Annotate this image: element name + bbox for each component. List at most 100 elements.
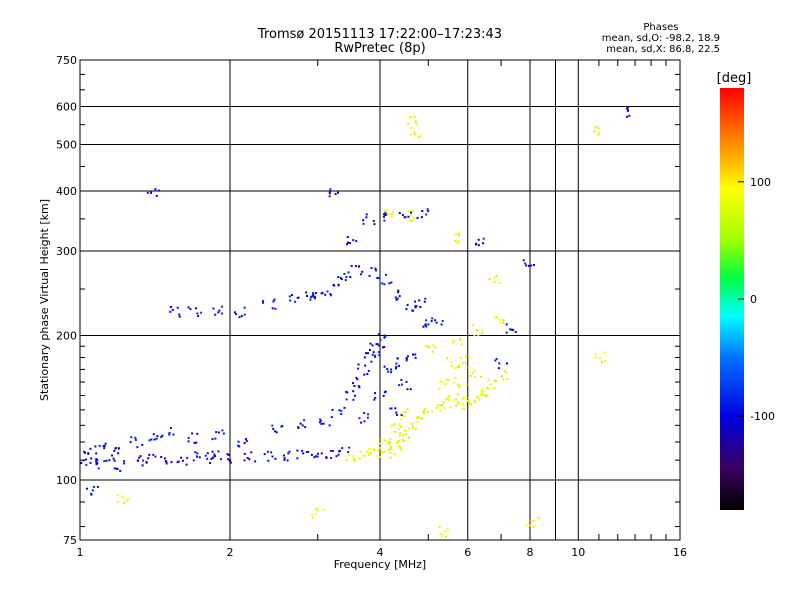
data-point <box>210 457 213 460</box>
data-point <box>405 308 408 311</box>
data-point <box>477 238 480 241</box>
data-point <box>134 436 137 439</box>
data-point <box>604 359 607 362</box>
data-point <box>407 355 409 358</box>
data-point <box>240 315 243 318</box>
data-point <box>291 294 293 297</box>
data-point <box>369 342 372 345</box>
data-point <box>274 430 276 433</box>
data-point <box>389 451 392 454</box>
data-point <box>97 467 100 470</box>
data-point <box>414 356 417 359</box>
data-point <box>90 457 93 460</box>
data-point <box>499 321 502 324</box>
data-point <box>347 451 350 453</box>
data-point <box>377 449 380 452</box>
data-point <box>221 429 224 432</box>
data-point <box>359 450 362 453</box>
data-point <box>373 398 376 401</box>
data-point <box>198 456 201 459</box>
x-tick-label: 8 <box>527 546 534 559</box>
data-point <box>440 323 443 326</box>
data-point <box>358 265 360 268</box>
y-tick-label: 100 <box>56 474 77 487</box>
data-point <box>412 217 415 220</box>
data-point <box>372 219 375 222</box>
data-point <box>397 289 400 292</box>
data-point <box>390 447 393 450</box>
data-point <box>348 453 351 456</box>
data-point <box>456 400 459 403</box>
data-point <box>306 451 308 453</box>
data-point <box>473 369 476 372</box>
data-point <box>352 455 355 458</box>
data-point <box>502 319 505 322</box>
data-point <box>455 233 458 235</box>
data-point <box>398 423 401 426</box>
colorbar-tick-label: 100 <box>750 176 771 189</box>
data-point <box>461 362 464 365</box>
data-point <box>248 458 251 461</box>
data-point <box>328 190 331 193</box>
data-point <box>386 209 389 212</box>
data-point <box>422 325 425 328</box>
data-point <box>408 436 411 439</box>
data-point <box>123 462 126 465</box>
data-point <box>387 440 390 443</box>
data-point <box>321 291 324 294</box>
data-point <box>397 445 400 447</box>
data-point <box>191 432 194 435</box>
data-point <box>340 278 343 281</box>
data-point <box>465 396 468 399</box>
data-point <box>436 404 439 407</box>
data-point <box>339 449 342 452</box>
data-point <box>451 341 454 344</box>
data-point <box>477 334 480 337</box>
data-point <box>282 454 285 457</box>
data-point <box>272 427 275 430</box>
data-point <box>441 320 444 322</box>
data-point <box>134 438 137 441</box>
data-point <box>89 447 92 450</box>
data-point <box>385 441 388 444</box>
data-point <box>313 456 316 459</box>
data-point <box>355 240 358 243</box>
data-point <box>628 114 631 117</box>
data-point <box>420 216 423 219</box>
data-point <box>114 447 117 450</box>
data-point <box>445 535 447 538</box>
data-point <box>367 448 370 451</box>
data-point <box>396 357 399 360</box>
data-point <box>498 362 501 365</box>
axis-ticks: 1 2 4 6 8 10 16 75 100 200 300 400 500 600 750 <box>56 54 687 559</box>
data-point <box>164 460 167 463</box>
data-point <box>314 455 317 458</box>
data-point <box>221 312 224 315</box>
data-point <box>227 453 230 456</box>
data-point <box>413 131 416 134</box>
data-point <box>439 404 442 407</box>
data-point <box>416 417 418 420</box>
data-point <box>383 336 386 339</box>
data-point <box>330 416 333 419</box>
data-point <box>374 355 377 358</box>
data-point <box>214 437 217 440</box>
data-point <box>480 392 483 395</box>
data-point <box>405 433 408 435</box>
data-point <box>187 440 190 443</box>
data-point <box>470 403 472 406</box>
data-point <box>505 331 508 334</box>
data-point <box>283 459 286 461</box>
data-point <box>407 215 410 218</box>
data-point <box>474 401 477 404</box>
data-point <box>401 383 403 386</box>
data-point <box>365 352 367 355</box>
colorbar-tick-label: -100 <box>750 410 775 423</box>
data-point <box>427 410 429 413</box>
data-point <box>233 311 236 314</box>
data-point <box>296 457 299 460</box>
data-point <box>371 353 374 356</box>
data-point <box>408 116 411 119</box>
data-point <box>416 217 419 219</box>
data-point <box>177 460 180 463</box>
